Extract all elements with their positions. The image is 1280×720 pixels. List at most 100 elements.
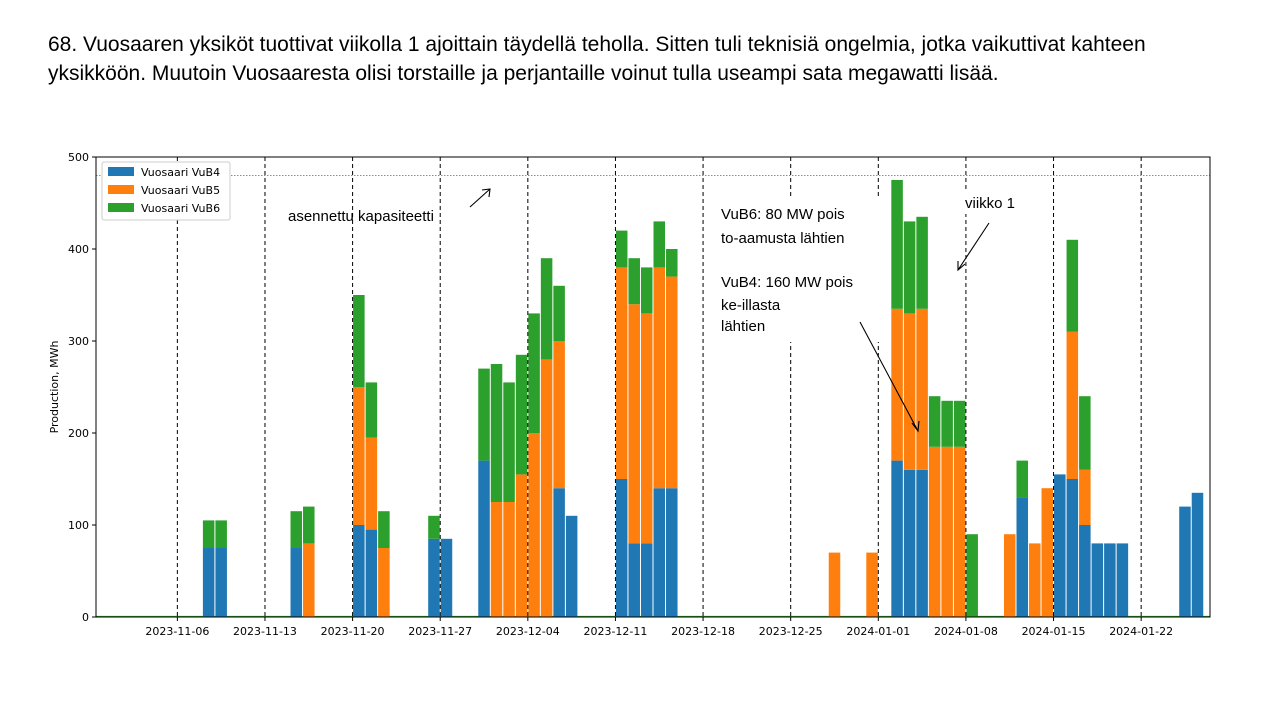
x-tick-label: 2023-12-04 [496,625,560,638]
bar-vub4-2023-12-06 [553,488,565,617]
x-tick-label: 2024-01-22 [1109,625,1173,638]
day-2024-01-02 [891,180,903,617]
bar-vub4-2024-01-12 [1016,497,1029,617]
y-tick-label: 100 [68,519,89,532]
day-2024-01-06 [941,400,953,617]
x-tick-label: 2023-12-18 [671,625,735,638]
x-tick-label: 2023-11-13 [233,625,297,638]
bar-vub4-2023-12-12 [628,543,640,617]
bar-vub4-2023-11-08 [202,548,215,617]
bar-vub5-2023-12-13 [640,313,653,544]
day-2023-12-31 [866,552,878,617]
bar-vub6-2023-11-30 [478,368,490,461]
y-tick-label: 400 [68,243,89,256]
bar-vub6-2023-12-12 [628,258,640,305]
day-2023-12-14 [653,221,666,617]
note-vub4-line3: lähtien [721,318,765,335]
bar-vub4-2024-01-26 [1191,492,1204,617]
bar-vub5-2024-01-04 [916,308,928,470]
bar-vub6-2023-12-04 [528,313,540,433]
day-2023-11-22 [378,511,390,617]
bar-vub5-2023-11-22 [378,548,390,617]
bar-vub4-2023-12-14 [653,488,666,617]
y-tick-label: 500 [68,151,89,164]
day-2024-01-16 [1066,239,1079,617]
bar-vub5-2023-11-20 [353,387,365,525]
bar-vub4-2023-11-21 [365,529,378,617]
bar-vub6-2024-01-07 [953,400,966,447]
bar-vub5-2023-12-12 [628,304,640,544]
bar-vub6-2023-12-11 [615,230,628,268]
bar-vub4-2023-11-09 [215,548,227,617]
x-axis: 2023-11-06 2023-11-13 2023-11-20 2023-11-27… [145,617,1173,638]
y-tick-label: 200 [68,427,89,440]
day-2023-11-20 [353,295,365,617]
bar-vub5-2023-12-04 [528,433,540,617]
day-2024-01-25 [1179,506,1191,617]
day-2024-01-26 [1191,492,1204,617]
x-tick-label: 2023-12-11 [583,625,647,638]
note-vub4-line2: ke-illasta [721,297,781,314]
vub4-arrowhead [911,420,920,433]
y-tick-label: 0 [82,611,89,624]
day-2024-01-03 [903,221,916,617]
bar-vub6-2024-01-17 [1079,396,1091,470]
bar-vub5-2023-12-15 [666,276,678,489]
capacity-annotation: asennettu kapasiteetti [288,208,434,225]
y-axis: 0 100 200 300 400 500 [68,151,96,624]
x-tick-label: 2023-12-25 [759,625,823,638]
bar-vub4-2024-01-19 [1104,543,1116,617]
bar-vub5-2023-11-21 [365,437,378,530]
bar-vub5-2023-12-05 [540,359,553,617]
bar-vub6-2023-11-09 [215,520,227,548]
series-layer [96,180,1210,618]
legend: Vuosaari VuB4 Vuosaari VuB5 Vuosaari VuB… [101,161,231,221]
bar-vub6-2023-11-22 [378,511,390,548]
week-annotation: viikko 1 [965,195,1015,212]
day-2023-11-16 [303,506,315,617]
bar-vub4-2023-11-30 [478,460,490,617]
day-2024-01-11 [1003,534,1016,617]
day-2023-12-11 [615,230,628,617]
bar-vub4-2023-12-11 [615,479,628,617]
bar-vub5-2024-01-03 [903,313,916,470]
bar-vub5-2023-12-03 [515,474,528,617]
bar-vub6-2023-12-05 [540,258,553,360]
bar-vub4-2023-11-27 [440,538,453,617]
day-2024-01-04 [916,216,928,617]
bar-vub4-2024-01-25 [1179,506,1191,617]
day-2023-11-26 [428,515,440,617]
bar-vub4-2024-01-04 [916,469,928,617]
legend-label-vub5: Vuosaari VuB5 [141,184,220,197]
bar-vub4-2024-01-18 [1091,543,1104,617]
bar-vub6-2024-01-16 [1066,239,1079,332]
bar-vub4-2023-11-26 [428,538,440,617]
day-2023-12-15 [666,249,678,617]
y-axis-label: Production, MWh [48,341,61,434]
bar-vub4-2023-11-20 [353,525,365,617]
x-tick-label: 2024-01-01 [846,625,910,638]
bar-vub6-2023-12-01 [490,364,503,502]
bar-vub4-2023-11-15 [290,548,303,617]
bar-vub6-2023-12-06 [553,285,565,341]
x-tick-label: 2024-01-15 [1022,625,1086,638]
day-2024-01-12 [1016,460,1029,617]
bar-vub5-2024-01-13 [1029,543,1041,617]
bar-vub6-2023-12-03 [515,354,528,475]
day-2024-01-08 [966,534,978,617]
bar-vub5-2024-01-14 [1041,488,1054,617]
bar-vub5-2024-01-07 [953,446,966,617]
day-2023-12-06 [553,285,565,617]
bar-vub4-2024-01-02 [891,460,903,617]
bar-vub5-2024-01-02 [891,308,903,461]
bar-vub5-2024-01-05 [928,446,941,617]
day-2024-01-05 [928,396,941,617]
week-arrowhead [957,261,966,272]
bar-vub6-2024-01-04 [916,216,928,309]
x-tick-label: 2024-01-08 [934,625,998,638]
day-2023-11-27 [440,538,453,617]
bar-vub5-2024-01-16 [1066,331,1079,479]
bar-vub4-2024-01-20 [1116,543,1129,617]
day-2024-01-15 [1054,474,1066,617]
